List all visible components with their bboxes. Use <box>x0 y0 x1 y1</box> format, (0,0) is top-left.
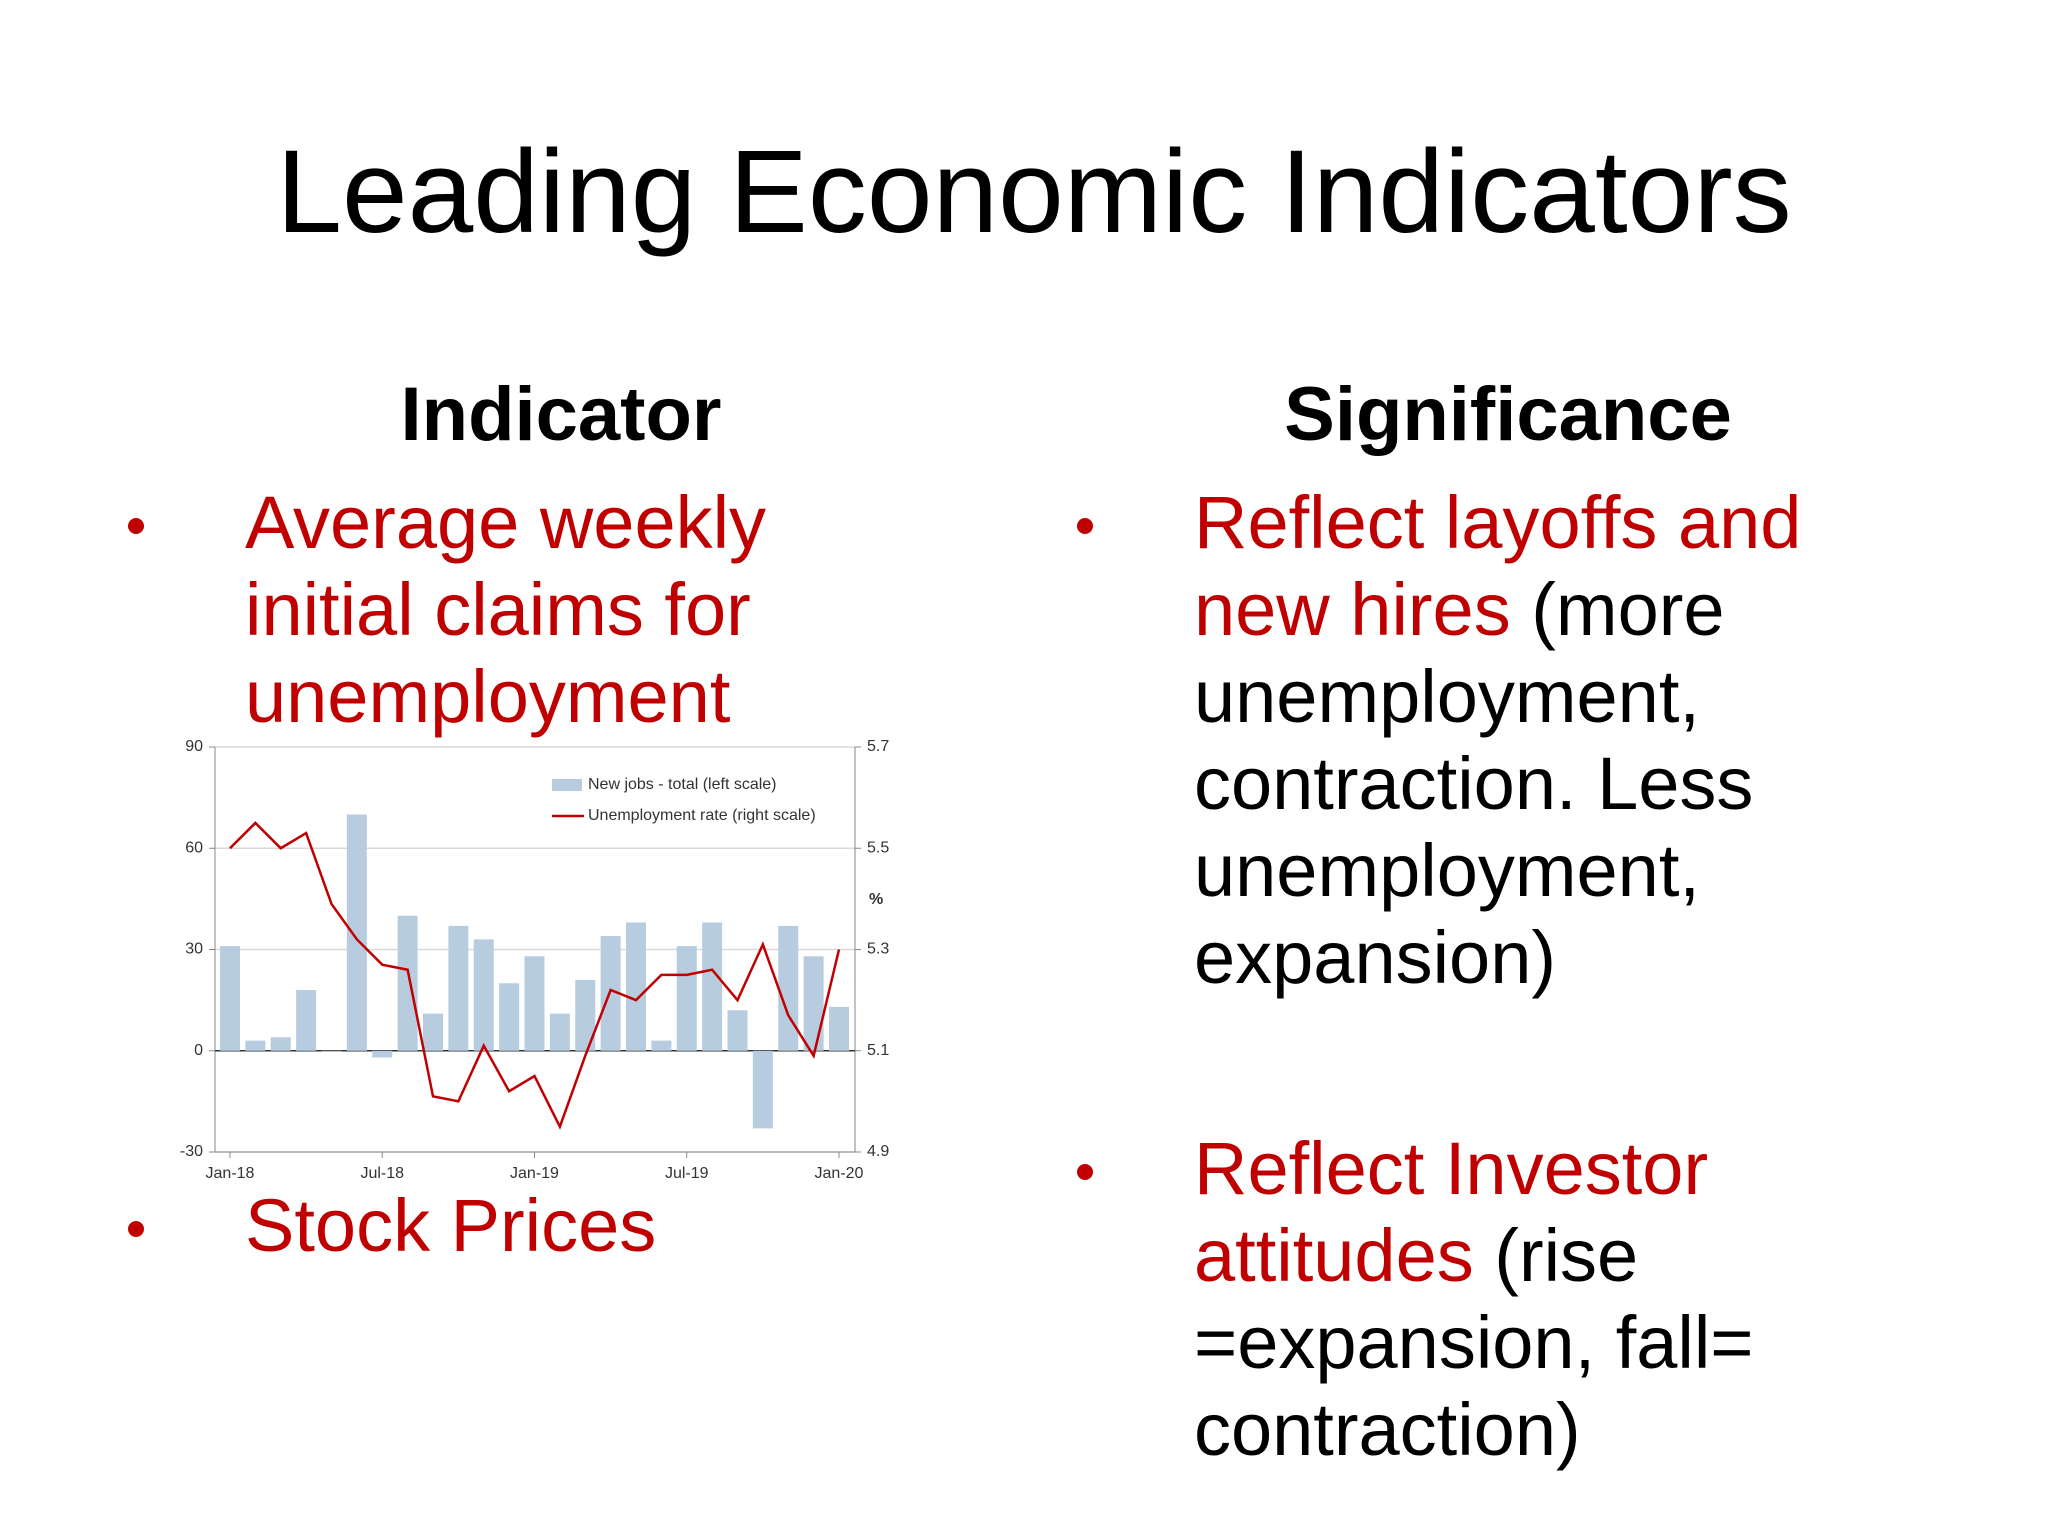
bullet-line: Reflect layoffs and <box>1194 481 1801 564</box>
slide-title: Leading Economic Indicators <box>276 126 1791 258</box>
y-tick-label: -30 <box>180 1143 203 1160</box>
chart: -30 0 30 60 90 4.9 5.1 5.3 5.5 5.7% Jan-18 Jul-18 Ja… <box>180 738 889 1182</box>
x-tick-label: Jan-19 <box>510 1165 559 1182</box>
bullet-dot <box>128 1221 144 1237</box>
bullet-line: =expansion, fall= <box>1194 1301 1754 1384</box>
text-segment: Reflect layoffs and <box>1194 481 1801 564</box>
bullet-line: Reflect Investor <box>1194 1127 1708 1210</box>
text-segment: unemployment, <box>1194 829 1700 912</box>
column-heading: Indicator <box>401 372 722 457</box>
bar <box>727 1010 748 1051</box>
text-segment: attitudes <box>1194 1214 1474 1297</box>
bar <box>423 1013 443 1051</box>
y-tick-label: 60 <box>185 839 203 856</box>
bar <box>499 983 520 1051</box>
bullet-line: attitudes (rise <box>1194 1214 1638 1297</box>
bar <box>448 925 469 1051</box>
text-segment: expansion) <box>1194 916 1556 999</box>
bar <box>245 1040 266 1051</box>
bar <box>676 946 697 1051</box>
y2-axis-label: % <box>869 891 883 908</box>
bullet-line: initial claims for <box>245 568 751 651</box>
bar <box>549 1013 570 1051</box>
bullet-line: new hires (more <box>1194 568 1725 651</box>
y2-tick-label: 5.5 <box>867 839 889 856</box>
y2-tick-label: 4.9 <box>867 1143 889 1160</box>
text-segment: Reflect Investor <box>1194 1127 1708 1210</box>
bar <box>372 1050 393 1058</box>
bullet-line: unemployment <box>245 655 731 738</box>
text-segment: =expansion, fall= <box>1194 1301 1754 1384</box>
text-segment: (rise <box>1474 1214 1638 1297</box>
bullet-dot <box>1077 518 1093 534</box>
y2-tick-label: 5.1 <box>867 1042 889 1059</box>
x-tick-label: Jan-20 <box>815 1165 864 1182</box>
bar <box>524 956 545 1051</box>
x-tick-label: Jul-18 <box>360 1165 404 1182</box>
y2-tick-label: 5.3 <box>867 941 889 958</box>
y-tick-label: 0 <box>194 1042 203 1059</box>
text-segment: (more <box>1511 568 1725 651</box>
bar <box>397 915 418 1051</box>
bar <box>702 922 723 1051</box>
bar <box>296 990 317 1051</box>
bullet-line: unemployment, <box>1194 829 1700 912</box>
text-segment: Average weekly <box>245 481 766 564</box>
x-tick-label: Jul-19 <box>665 1165 709 1182</box>
bullet-line: expansion) <box>1194 916 1556 999</box>
y-tick-label: 30 <box>185 941 203 958</box>
bullet-line: contraction) <box>1194 1388 1581 1471</box>
text-segment: unemployment, <box>1194 655 1700 738</box>
bar <box>346 814 367 1051</box>
bar <box>752 1050 773 1129</box>
bar <box>321 1050 342 1052</box>
bar <box>829 1006 849 1051</box>
bar <box>220 946 240 1051</box>
y-tick-label: 90 <box>185 738 203 755</box>
bullet-line: Average weekly <box>245 481 766 564</box>
bar <box>626 922 646 1051</box>
bullet-line: contraction. Less <box>1194 742 1753 825</box>
bar <box>778 925 799 1051</box>
bullet-line: Stock Prices <box>245 1184 656 1267</box>
bullet-line: unemployment, <box>1194 655 1700 738</box>
bar <box>473 939 494 1051</box>
legend-swatch <box>552 779 582 791</box>
text-segment: initial claims for <box>245 568 751 651</box>
text-segment: unemployment <box>245 655 731 738</box>
bar <box>651 1040 672 1051</box>
text-segment: contraction) <box>1194 1388 1581 1471</box>
bar <box>803 956 824 1051</box>
y2-tick-label: 5.7 <box>867 738 889 755</box>
bullet-dot <box>128 518 144 534</box>
bar <box>270 1037 291 1051</box>
bullet-dot <box>1077 1164 1093 1180</box>
line <box>229 821 841 1130</box>
column-heading: Significance <box>1284 372 1732 457</box>
text-segment: Stock Prices <box>245 1184 656 1267</box>
text-segment: new hires <box>1194 568 1511 651</box>
legend-label: New jobs - total (left scale) <box>588 776 777 793</box>
legend-label: Unemployment rate (right scale) <box>588 807 816 824</box>
text-segment: contraction. Less <box>1194 742 1753 825</box>
x-tick-label: Jan-18 <box>206 1165 255 1182</box>
bar <box>575 979 596 1051</box>
